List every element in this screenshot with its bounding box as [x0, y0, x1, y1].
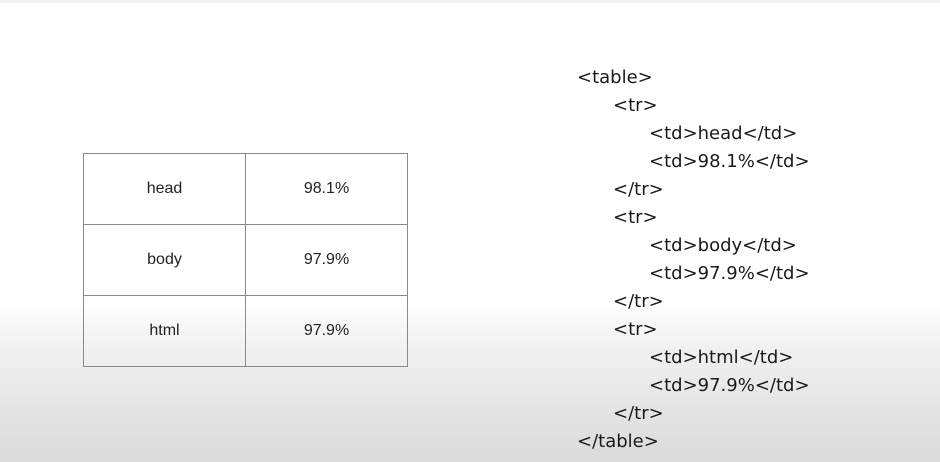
- data-table: head 98.1% body 97.9% html 97.9%: [83, 153, 408, 367]
- table-cell-value: 97.9%: [245, 295, 408, 367]
- table-row: body 97.9%: [83, 224, 408, 296]
- table-cell-label: body: [83, 224, 246, 296]
- table-row: head 98.1%: [83, 153, 408, 225]
- table-row: html 97.9%: [83, 295, 408, 367]
- code-line: <tr>: [613, 207, 658, 228]
- code-line: <td>98.1%</td>: [649, 151, 810, 172]
- code-line: <td>html</td>: [649, 347, 794, 368]
- code-line: <tr>: [613, 319, 658, 340]
- html-code-block: <table> <tr> <td>head</td> <td>98.1%</td…: [577, 64, 810, 456]
- code-line: <table>: [577, 67, 653, 88]
- code-line: <td>body</td>: [649, 235, 797, 256]
- code-line: <td>97.9%</td>: [649, 375, 810, 396]
- table-cell-value: 98.1%: [245, 153, 408, 225]
- table-cell-label: html: [83, 295, 246, 367]
- code-line: <td>97.9%</td>: [649, 263, 810, 284]
- table-cell-value: 97.9%: [245, 224, 408, 296]
- code-line: <tr>: [613, 95, 658, 116]
- code-line: <td>head</td>: [649, 123, 798, 144]
- code-line: </tr>: [613, 179, 664, 200]
- code-line: </table>: [577, 431, 659, 452]
- code-line: </tr>: [613, 403, 664, 424]
- code-line: </tr>: [613, 291, 664, 312]
- table-cell-label: head: [83, 153, 246, 225]
